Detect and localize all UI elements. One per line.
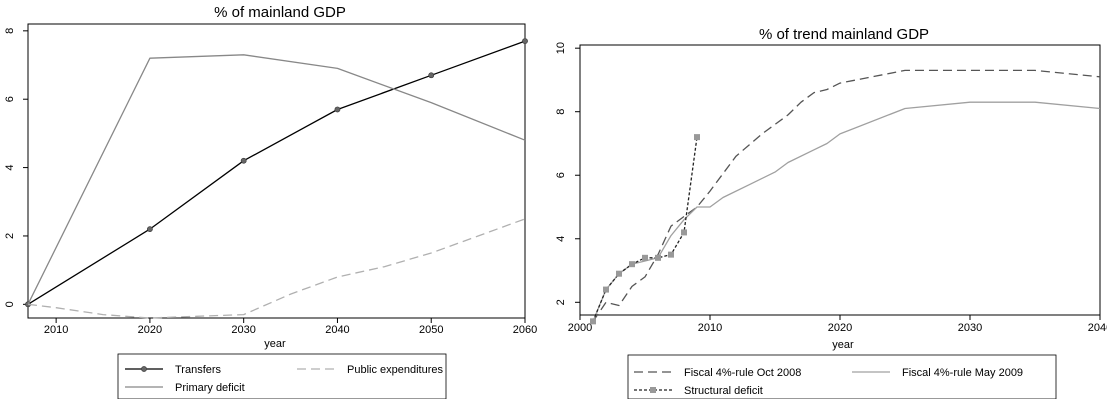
chart-1-legend-label-2: Structural deficit [684, 385, 763, 397]
chart-1-ytick-label-3: 8 [555, 109, 567, 115]
chart-left-title: % of mainland GDP [214, 4, 346, 21]
chart-0-ytick-label-0: 0 [4, 301, 16, 307]
chart-1-series-2-point-5 [655, 254, 661, 261]
chart-left-legend [117, 353, 447, 399]
chart-0-ytick-label-2: 4 [4, 165, 16, 171]
chart-0-series-0-point-4 [428, 72, 435, 79]
chart-0-legend-label-1: Public expenditures [347, 364, 444, 376]
chart-0-legend-marker-0 [141, 366, 147, 372]
chart-1-xtick-label-2: 2020 [828, 322, 852, 334]
chart-0-ytick-label-3: 6 [4, 96, 16, 102]
chart-0-legend-label-0: Transfers [175, 364, 222, 376]
chart-1-xtick-label-4: 2040 [1088, 322, 1107, 334]
chart-right: % of trend mainland GDP 2 4 6 8 10 2000 2010 2… [555, 26, 1107, 399]
chart-0-series-line-2 [27, 54, 526, 305]
chart-1-xtick-label-0: 2000 [568, 322, 592, 334]
chart-0-series-0-point-3 [334, 106, 341, 113]
chart-1-ytick-label-4: 10 [555, 42, 567, 54]
chart-right-plot-area [579, 44, 1101, 316]
chart-1-ytick-label-2: 6 [555, 172, 567, 178]
chart-0-series-line-0 [27, 40, 526, 305]
chart-1-series-2-point-8 [694, 134, 700, 141]
chart-right-title: % of trend mainland GDP [759, 26, 929, 43]
chart-0-xtick-label-4: 2050 [419, 324, 443, 336]
chart-1-series-line-1 [592, 101, 1101, 322]
chart-right-xlabel: year [832, 339, 854, 351]
chart-0-series-0-point-2 [240, 157, 247, 164]
chart-1-series-2-point-4 [642, 254, 648, 261]
chart-left-xlabel: year [264, 338, 286, 350]
chart-1-ytick-label-1: 4 [555, 236, 567, 242]
chart-1-series-2-point-6 [668, 251, 674, 258]
chart-left: % of mainland GDP 0 2 4 6 8 2010 2020 2030 2040… [4, 4, 537, 399]
chart-0-series-line-1 [27, 218, 526, 319]
chart-0-series-0-point-1 [147, 226, 153, 233]
chart-0-legend-label-2: Primary deficit [175, 382, 245, 394]
chart-0-ytick-label-1: 2 [4, 233, 16, 239]
chart-1-xtick-label-1: 2010 [698, 322, 722, 334]
chart-1-legend-label-0: Fiscal 4%-rule Oct 2008 [684, 367, 801, 379]
chart-1-legend-marker-2 [650, 387, 656, 393]
chart-1-series-2-point-0 [590, 318, 596, 325]
chart-0-xtick-label-5: 2060 [513, 324, 537, 336]
chart-0-series-0-point-5 [522, 38, 528, 44]
chart-0-xtick-label-3: 2040 [325, 324, 349, 336]
chart-left-plot-area [27, 23, 526, 319]
chart-1-ytick-label-0: 2 [555, 299, 567, 305]
chart-0-ytick-label-4: 8 [4, 28, 16, 34]
chart-right-legend [627, 354, 1057, 399]
chart-1-series-2-point-3 [629, 261, 635, 268]
chart-0-xtick-label-0: 2010 [44, 324, 68, 336]
chart-1-xtick-label-3: 2030 [958, 322, 982, 334]
chart-1-series-2-point-7 [681, 229, 687, 236]
chart-1-series-2-point-2 [616, 270, 622, 277]
chart-1-legend-label-1: Fiscal 4%-rule May 2009 [902, 367, 1023, 379]
chart-1-series-line-0 [592, 69, 1101, 322]
chart-0-xtick-label-2: 2030 [231, 324, 255, 336]
chart-0-xtick-label-1: 2020 [138, 324, 162, 336]
chart-1-series-2-point-1 [603, 286, 609, 293]
